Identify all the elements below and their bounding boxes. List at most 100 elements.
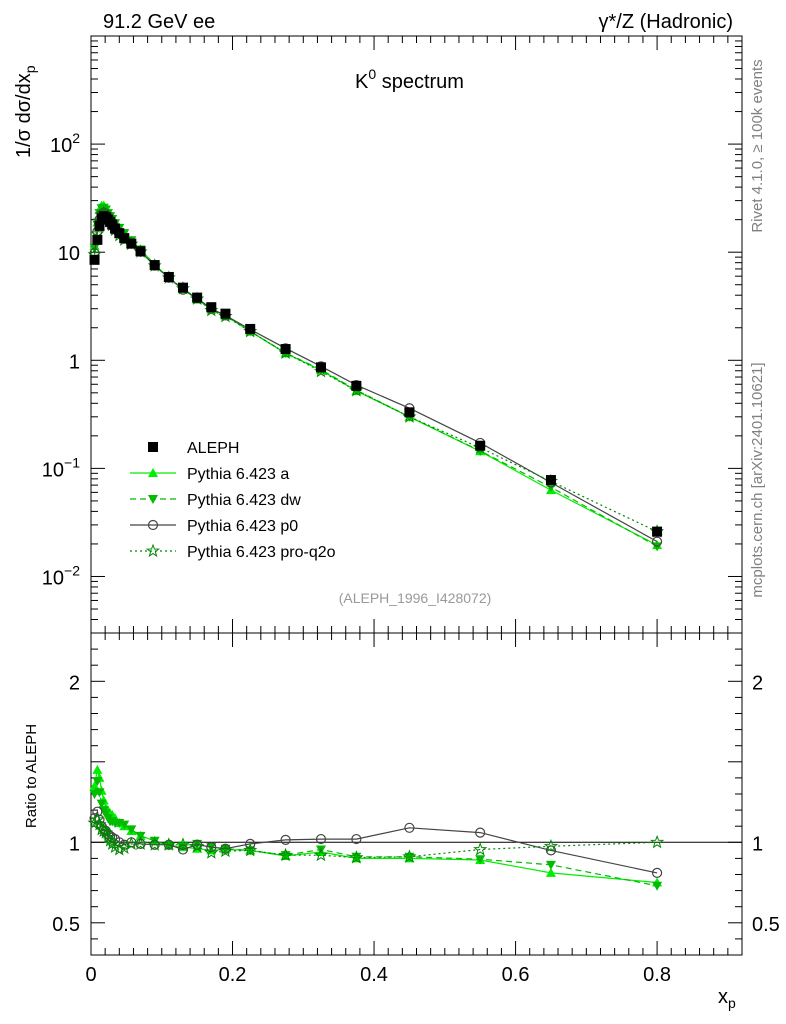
ratio-point-pro <box>278 847 293 862</box>
ratio-frame <box>90 632 743 956</box>
ratio-line-pro <box>94 818 658 859</box>
ratio-point-dw <box>135 831 146 841</box>
ratio-point-pro <box>190 838 205 853</box>
legend-label-pro: Pythia 6.423 pro-q2o <box>187 544 336 561</box>
ratio-point-pro <box>349 850 364 864</box>
ratio-point-pro <box>313 847 329 862</box>
ratio-point-dw <box>177 841 188 851</box>
ratio-point-p0 <box>149 839 160 850</box>
ratio-point-dw <box>545 860 556 870</box>
ratio-series-dw <box>89 777 663 891</box>
main-point-dw <box>652 542 663 552</box>
main-point-data <box>475 440 486 451</box>
ratio-y-tick-label-left: 2 <box>69 672 80 694</box>
main-series-p0 <box>89 207 663 547</box>
main-point-data <box>135 246 146 257</box>
ratio-point-dw <box>652 881 663 891</box>
legend-marker-dw <box>148 495 158 504</box>
main-point-data <box>92 234 103 245</box>
ratio-point-p0 <box>280 834 291 845</box>
ratio-point-p0 <box>404 822 415 833</box>
main-y-tick-label: 1 <box>69 351 80 373</box>
main-line-pro <box>93 212 658 533</box>
ratio-point-p0 <box>545 845 557 856</box>
ratio-y-tick-labels: 0.5 0.5 1 1 2 2 <box>52 672 780 936</box>
main-point-data <box>177 282 188 293</box>
x-tick-label: 0.6 <box>502 964 530 986</box>
legend-label-a: Pythia 6.423 a <box>187 466 289 483</box>
main-y-tick-labels: 10−2 10−1 1 10 102 <box>42 130 80 589</box>
ratio-point-p0 <box>245 838 256 850</box>
main-point-data <box>245 323 256 334</box>
rivet-version-label: Rivet 4.1.0, ≥ 100k events <box>749 59 766 232</box>
main-point-data <box>404 407 415 418</box>
ratio-y-tick-label-right: 2 <box>752 672 763 694</box>
main-y-tick-label: 10 <box>58 243 80 265</box>
main-point-data <box>220 308 231 319</box>
ratio-point-a <box>92 764 103 774</box>
legend: ALEPH Pythia 6.423 a Pythia 6.423 dw Pythia… <box>130 440 336 561</box>
main-x-ticks <box>90 36 729 633</box>
main-point-data <box>315 362 326 373</box>
main-series-data <box>89 211 663 537</box>
legend-entry-dw: Pythia 6.423 dw <box>130 492 301 509</box>
main-y-tick-label: 10−1 <box>42 454 80 481</box>
legend-entry-pro: Pythia 6.423 pro-q2o <box>130 543 336 561</box>
main-point-data <box>280 344 291 355</box>
ratio-y-tick-label-right: 0.5 <box>752 914 780 936</box>
ratio-line-a <box>93 769 658 884</box>
ratio-y-tick-label-left: 0.5 <box>52 914 80 936</box>
ratio-point-pro <box>204 845 219 859</box>
header-process: γ*/Z (Hadronic) <box>599 11 733 33</box>
x-tick-labels: 0 0.2 0.4 0.6 0.8 <box>85 964 671 986</box>
header-energy: 91.2 GeV ee <box>103 11 215 33</box>
ratio-series <box>87 764 665 891</box>
legend-label-p0: Pythia 6.423 p0 <box>187 518 298 535</box>
main-panel: K0 spectrum 1/σ dσ/dxp (ALEPH_1996_I4280… <box>13 35 743 634</box>
main-point-data <box>94 220 105 231</box>
ratio-point-dw <box>126 825 137 835</box>
ratio-y-axis-label: Ratio to ALEPH <box>23 724 40 828</box>
ratio-point-pro <box>133 836 148 851</box>
ratio-point-pro <box>543 838 559 853</box>
ratio-point-p0 <box>177 844 189 855</box>
x-axis-label: xp <box>718 986 736 1011</box>
ratio-series-a <box>89 764 663 887</box>
ratio-point-p0 <box>351 833 362 845</box>
x-tick-label: 0.4 <box>360 964 388 986</box>
main-point-data <box>89 254 100 265</box>
main-line-dw <box>93 207 658 547</box>
main-point-data <box>119 233 130 244</box>
main-y-ticks <box>91 40 742 634</box>
ratio-point-pro <box>218 843 233 858</box>
ratio-point-pro <box>103 833 118 847</box>
legend-marker-pro <box>145 543 161 558</box>
legend-label-dw: Pythia 6.423 dw <box>187 492 301 509</box>
mcplots-label: mcplots.cern.ch [arXiv:2401.10621] <box>749 362 766 597</box>
legend-marker-p0 <box>147 519 159 531</box>
ratio-series-pro <box>87 812 665 864</box>
main-point-data <box>126 238 137 249</box>
ratio-point-a <box>545 867 556 877</box>
main-title: K0 spectrum <box>355 66 464 93</box>
legend-label-data: ALEPH <box>187 440 239 457</box>
x-tick-label: 0 <box>85 964 96 986</box>
ratio-point-dw <box>163 841 174 851</box>
main-point-data <box>652 526 663 537</box>
legend-marker-data <box>148 442 158 452</box>
ratio-panel: Ratio to ALEPH xp 0.5 0.51 12 2 0 0.2 0.4 0.6 0… <box>23 632 780 1011</box>
ratio-point-dw <box>119 820 130 830</box>
main-y-tick-label: 10−2 <box>42 562 80 589</box>
ratio-point-p0 <box>206 842 217 853</box>
main-point-data <box>149 260 160 271</box>
main-y-tick-label: 102 <box>50 130 80 157</box>
ratio-point-p0 <box>315 833 327 845</box>
ratio-point-pro <box>402 849 417 863</box>
ratio-point-dw <box>475 855 486 865</box>
main-line-p0 <box>93 211 658 543</box>
ratio-point-pro <box>650 834 665 849</box>
main-point-p0 <box>651 536 663 547</box>
main-point-data <box>206 302 217 313</box>
ratio-point-pro <box>100 830 116 844</box>
